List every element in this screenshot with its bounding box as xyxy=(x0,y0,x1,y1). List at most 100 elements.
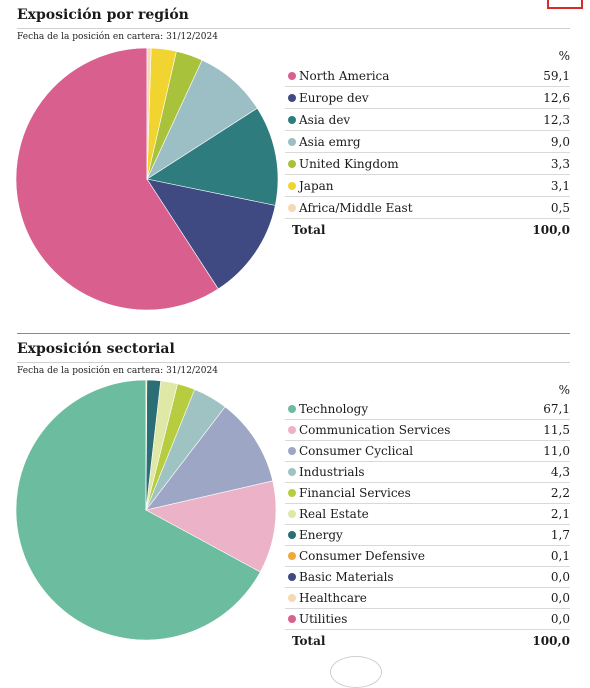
region-legend-value-asia-dev: 12,3 xyxy=(543,112,570,127)
region-total-label: Total xyxy=(292,223,326,237)
region-legend-label-europe-dev: Europe dev xyxy=(299,90,369,105)
sector-legend-dot-consumer-cyclical xyxy=(288,447,296,455)
region-title: Exposición por región xyxy=(17,6,570,29)
region-legend-value-japan: 3,1 xyxy=(550,178,570,193)
sector-legend-label-technology: Technology xyxy=(299,402,369,416)
sector-legend-entry: Industrials xyxy=(285,465,365,479)
sector-legend-row: Utilities 0,0 xyxy=(285,609,570,630)
region-section: Exposición por región Fecha de la posici… xyxy=(17,6,570,42)
region-slice-north-america xyxy=(15,47,219,311)
region-legend-row: Japan 3,1 xyxy=(285,175,570,197)
sector-legend-label-healthcare: Healthcare xyxy=(299,591,367,605)
sector-legend-value-technology: 67,1 xyxy=(543,402,570,416)
region-legend-rows: North America 59,1 Europe dev 12,6 Asia dev 1… xyxy=(285,65,570,219)
region-date-label: Fecha de la posición en cartera: 31/12/2… xyxy=(17,32,218,42)
sector-legend-dot-technology xyxy=(288,405,296,413)
sector-legend-entry: Healthcare xyxy=(285,591,367,605)
sector-legend-dot-energy xyxy=(288,531,296,539)
region-legend-dot-north-america xyxy=(288,71,296,80)
sector-legend-row: Real Estate 2,1 xyxy=(285,504,570,525)
region-legend-entry: Africa/Middle East xyxy=(285,201,413,215)
scroll-bubble xyxy=(330,656,382,688)
region-legend-value-africa-middle-east: 0,5 xyxy=(550,200,570,215)
region-legend-label-united-kingdom: United Kingdom xyxy=(299,156,399,171)
sector-section: Exposición sectorial Fecha de la posició… xyxy=(17,333,570,376)
region-legend-row: North America 59,1 xyxy=(285,65,570,87)
sector-legend-label-basic-materials: Basic Materials xyxy=(299,570,394,584)
region-legend-dot-asia-emrg xyxy=(288,137,296,146)
sector-legend-row: Industrials 4,3 xyxy=(285,462,570,483)
sector-legend-label-communication-services: Communication Services xyxy=(299,423,451,437)
region-legend-value-europe-dev: 12,6 xyxy=(543,90,570,105)
region-legend-label-asia-emrg: Asia emrg xyxy=(299,134,361,149)
sector-legend-row: Healthcare 0,0 xyxy=(285,588,570,609)
sector-slice-consumer-defensive xyxy=(145,379,148,511)
sector-legend-dot-real-estate xyxy=(288,510,296,518)
sector-legend-label-industrials: Industrials xyxy=(299,465,365,479)
region-legend: % North America 59,1 Europe dev 12,6 Asia de… xyxy=(285,49,570,241)
sector-legend-entry: Consumer Defensive xyxy=(285,549,425,563)
sector-legend-value-consumer-cyclical: 11,0 xyxy=(543,444,570,458)
region-legend-row: Africa/Middle East 0,5 xyxy=(285,197,570,219)
sector-legend-entry: Communication Services xyxy=(285,423,450,437)
region-total-row: Total 100,0 xyxy=(285,219,570,241)
sector-legend: % Technology 67,1 Communication Services 11… xyxy=(285,383,570,651)
corner-marker xyxy=(547,0,583,9)
region-total-value: 100,0 xyxy=(532,223,570,237)
sector-legend-label-utilities: Utilities xyxy=(299,612,348,626)
sector-legend-label-energy: Energy xyxy=(299,528,343,542)
sector-legend-value-utilities: 0,0 xyxy=(550,612,570,626)
region-legend-row: Asia emrg 9,0 xyxy=(285,131,570,153)
region-slice-europe-dev xyxy=(146,178,276,290)
region-legend-entry: Asia emrg xyxy=(285,135,361,149)
region-legend-value-north-america: 59,1 xyxy=(543,68,570,83)
region-legend-row: United Kingdom 3,3 xyxy=(285,153,570,175)
sector-legend-row: Technology 67,1 xyxy=(285,399,570,420)
region-pie-chart xyxy=(15,47,279,311)
sector-legend-label-real-estate: Real Estate xyxy=(299,507,369,521)
sector-legend-entry: Utilities xyxy=(285,612,347,626)
region-slice-asia-dev xyxy=(146,107,279,206)
sector-legend-row: Consumer Defensive 0,1 xyxy=(285,546,570,567)
sector-legend-entry: Energy xyxy=(285,528,343,542)
sector-title: Exposición sectorial xyxy=(17,340,570,363)
sector-legend-dot-basic-materials xyxy=(288,573,296,581)
region-legend-value-united-kingdom: 3,3 xyxy=(550,156,570,171)
region-legend-dot-asia-dev xyxy=(288,115,296,124)
sector-total-value: 100,0 xyxy=(532,633,570,648)
sector-pct-header: % xyxy=(558,383,570,397)
sector-legend-label-financial-services: Financial Services xyxy=(299,486,411,500)
sector-legend-value-basic-materials: 0,0 xyxy=(550,570,570,584)
sector-legend-entry: Financial Services xyxy=(285,486,411,500)
sector-legend-value-real-estate: 2,1 xyxy=(550,507,570,521)
sector-legend-value-healthcare: 0,0 xyxy=(550,591,570,605)
sector-legend-value-industrials: 4,3 xyxy=(550,465,570,479)
sector-legend-entry: Technology xyxy=(285,402,368,416)
sector-total-label: Total xyxy=(292,633,326,648)
sector-slice-consumer-cyclical xyxy=(145,406,274,511)
sector-legend-row: Basic Materials 0,0 xyxy=(285,567,570,588)
region-legend-dot-japan xyxy=(288,181,296,190)
region-legend-label-north-america: North America xyxy=(299,68,390,83)
region-legend-dot-united-kingdom xyxy=(288,159,296,168)
region-legend-entry: Japan xyxy=(285,179,334,193)
region-legend-entry: United Kingdom xyxy=(285,157,399,171)
sector-legend-entry: Real Estate xyxy=(285,507,369,521)
region-legend-dot-europe-dev xyxy=(288,93,296,102)
region-legend-dot-africa-middle-east xyxy=(288,203,296,212)
sector-legend-row: Energy 1,7 xyxy=(285,525,570,546)
sector-legend-entry: Consumer Cyclical xyxy=(285,444,413,458)
region-legend-entry: Asia dev xyxy=(285,113,350,127)
sector-legend-dot-communication-services xyxy=(288,426,296,434)
sector-legend-dot-healthcare xyxy=(288,594,296,602)
sector-legend-value-consumer-defensive: 0,1 xyxy=(550,549,570,563)
sector-legend-dot-utilities xyxy=(288,615,296,623)
region-legend-label-asia-dev: Asia dev xyxy=(299,112,351,127)
sector-legend-rows: Technology 67,1 Communication Services 11,5… xyxy=(285,399,570,630)
sector-legend-value-energy: 1,7 xyxy=(550,528,570,542)
sector-legend-entry: Basic Materials xyxy=(285,570,394,584)
region-legend-row: Asia dev 12,3 xyxy=(285,109,570,131)
sector-date-label: Fecha de la posición en cartera: 31/12/2… xyxy=(17,366,218,376)
region-legend-entry: Europe dev xyxy=(285,91,369,105)
sector-pie-chart xyxy=(15,379,277,641)
